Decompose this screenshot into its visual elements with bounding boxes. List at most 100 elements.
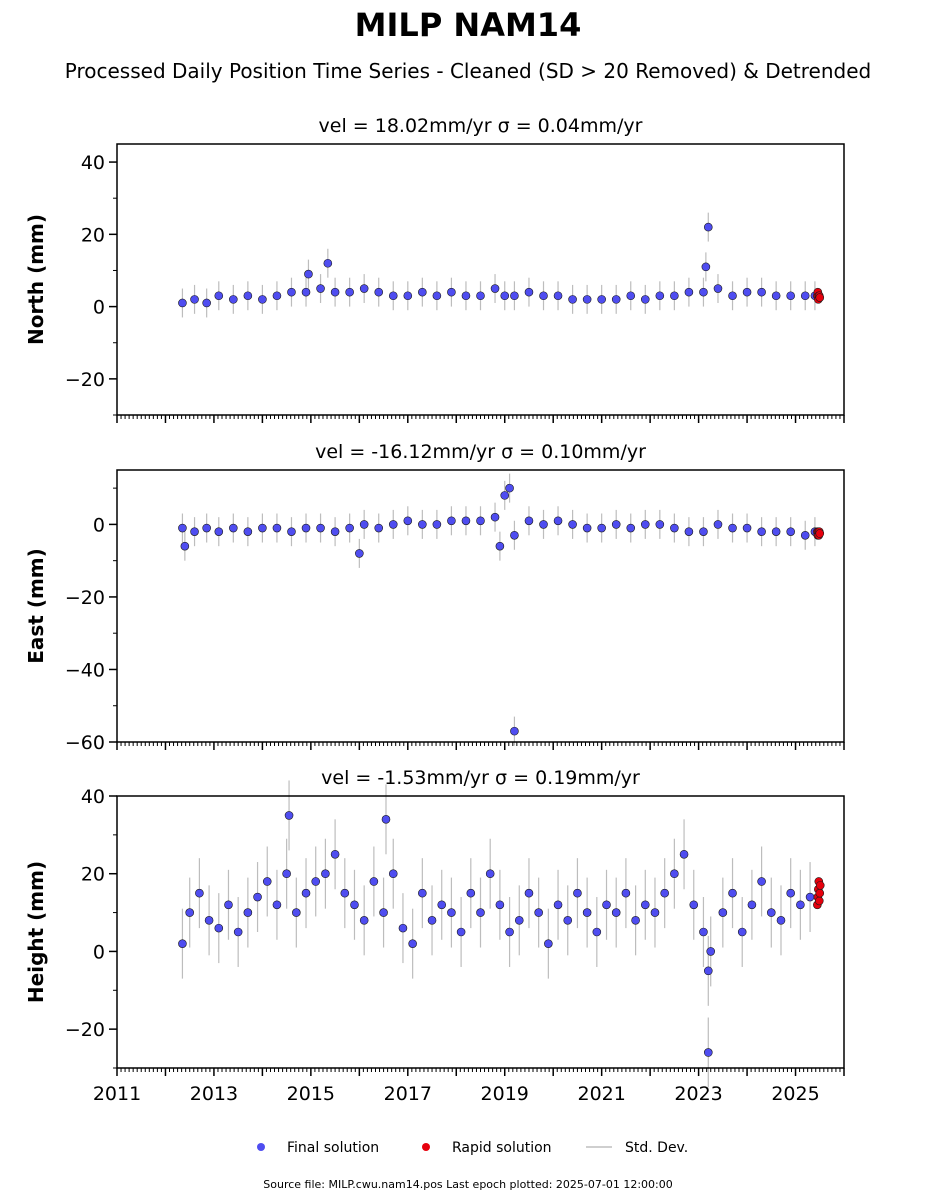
final-point xyxy=(805,892,815,902)
final-point xyxy=(679,849,689,859)
final-point xyxy=(631,916,640,925)
final-point xyxy=(214,291,224,301)
final-point xyxy=(524,516,534,526)
panel-title: vel = -16.12mm/yr σ = 0.10mm/yr xyxy=(315,441,646,463)
final-point xyxy=(190,295,199,304)
final-point xyxy=(505,927,514,937)
final-point xyxy=(699,287,708,297)
final-point xyxy=(359,284,369,293)
final-point xyxy=(301,523,311,533)
final-point xyxy=(369,877,379,886)
final-point xyxy=(703,1048,713,1057)
final-point xyxy=(500,491,510,500)
final-point xyxy=(660,888,669,898)
final-point xyxy=(757,877,766,886)
final-point xyxy=(737,927,747,937)
y-tick-label: 40 xyxy=(81,786,105,808)
final-point xyxy=(374,523,384,533)
final-point xyxy=(796,900,805,910)
y-axis-label: East (mm) xyxy=(24,548,48,664)
panel-title: vel = 18.02mm/yr σ = 0.04mm/yr xyxy=(319,115,643,137)
final-point xyxy=(602,900,611,910)
final-point xyxy=(728,523,737,533)
x-tick-label: 2019 xyxy=(481,1083,529,1105)
final-point xyxy=(495,900,505,910)
y-tick-label: 20 xyxy=(81,864,105,886)
panel-height: vel = -1.53mm/yr σ = 0.19mm/yr Height (mm… xyxy=(24,767,845,1105)
final-point xyxy=(786,291,795,301)
panel-title-sigma: σ = 0.10mm/yr xyxy=(501,441,646,463)
final-point xyxy=(640,520,650,529)
final-point xyxy=(388,869,398,879)
final-point xyxy=(713,520,723,529)
final-point xyxy=(592,927,602,937)
x-tick-label: 2017 xyxy=(384,1083,432,1105)
final-point xyxy=(178,298,187,308)
final-point xyxy=(204,916,214,925)
final-point xyxy=(757,527,766,536)
final-point xyxy=(304,269,313,279)
final-point xyxy=(699,527,708,536)
final-point xyxy=(582,908,592,917)
final-point xyxy=(747,900,757,910)
final-point xyxy=(684,527,694,536)
final-point xyxy=(287,287,296,297)
final-point xyxy=(214,527,224,536)
final-point xyxy=(292,908,301,917)
final-point xyxy=(432,291,442,301)
final-point xyxy=(262,877,272,886)
y-tick-label: 20 xyxy=(81,224,105,246)
final-point xyxy=(461,516,471,526)
y-tick-label: 40 xyxy=(81,152,105,174)
final-point xyxy=(466,888,476,898)
final-point xyxy=(311,877,321,886)
final-point xyxy=(701,262,711,272)
final-point xyxy=(243,908,253,917)
final-point xyxy=(418,888,427,898)
final-point xyxy=(553,291,563,301)
final-point xyxy=(359,520,369,529)
final-point xyxy=(655,520,665,529)
final-point xyxy=(229,523,238,533)
final-point xyxy=(243,291,253,301)
rapid-point xyxy=(815,881,825,890)
final-point xyxy=(703,966,713,976)
final-point xyxy=(456,927,466,937)
final-point xyxy=(771,527,781,536)
final-point xyxy=(544,939,553,948)
axes-frame xyxy=(116,143,845,416)
x-tick-label: 2011 xyxy=(93,1083,141,1105)
final-point xyxy=(282,869,291,879)
final-point xyxy=(272,900,282,910)
final-point xyxy=(461,291,471,301)
final-point xyxy=(190,527,199,536)
final-point xyxy=(301,888,311,898)
final-point xyxy=(650,908,660,917)
final-point xyxy=(640,295,650,304)
final-point xyxy=(485,869,495,879)
y-tick-label: 0 xyxy=(93,514,105,536)
final-point xyxy=(330,849,340,859)
final-point xyxy=(621,888,631,898)
final-point xyxy=(258,523,267,533)
final-point xyxy=(272,291,282,301)
final-point xyxy=(323,258,333,268)
y-tick-label: −40 xyxy=(65,659,105,681)
y-tick-label: 0 xyxy=(93,941,105,963)
rapid-point xyxy=(815,888,825,898)
legend-label-rapid: Rapid solution xyxy=(452,1140,552,1156)
final-point xyxy=(766,908,776,917)
final-point xyxy=(258,295,267,304)
final-point xyxy=(800,530,810,540)
panel-title-vel: vel = -1.53mm/yr xyxy=(321,767,495,789)
final-point xyxy=(539,291,548,301)
final-point xyxy=(202,298,211,308)
final-point xyxy=(253,892,262,902)
final-point xyxy=(403,291,413,301)
final-point xyxy=(330,527,340,536)
final-point xyxy=(447,516,456,526)
final-point xyxy=(379,908,388,917)
final-point xyxy=(316,523,325,533)
final-point xyxy=(403,516,413,526)
legend: Final solution Rapid solution Std. Dev. xyxy=(257,1140,688,1156)
